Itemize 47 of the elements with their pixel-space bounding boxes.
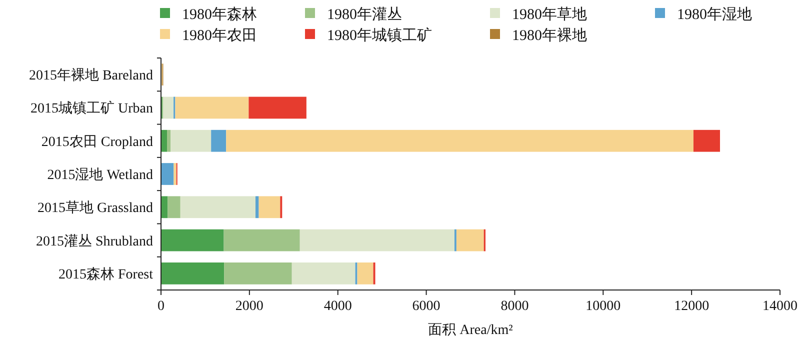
- x-tick-label: 8000: [500, 299, 529, 314]
- bar: [226, 130, 694, 152]
- bar: [258, 196, 280, 218]
- legend-label: 1980年湿地: [677, 6, 752, 23]
- bar: [174, 163, 176, 185]
- y-tick-label: 2015城镇工矿 Urban: [30, 100, 153, 117]
- bar: [255, 196, 259, 218]
- bar: [163, 96, 174, 119]
- legend-label: 1980年农田: [182, 27, 257, 44]
- y-tick-label: 2015灌丛 Shrubland: [36, 233, 153, 250]
- x-tick-label: 2000: [235, 299, 264, 314]
- bar: [456, 229, 484, 252]
- bar: [224, 262, 292, 284]
- bar: [175, 96, 249, 119]
- bar: [180, 196, 256, 218]
- bar: [211, 130, 226, 152]
- bar: [161, 262, 224, 284]
- y-tick-label: 2015湿地 Wetland: [47, 167, 153, 183]
- legend-label: 1980年草地: [512, 6, 587, 23]
- bar: [161, 163, 174, 185]
- bar: [693, 130, 720, 152]
- bar: [161, 196, 168, 218]
- y-tick-label: 2015年裸地 Bareland: [28, 68, 153, 84]
- legend-label: 1980年城镇工矿: [327, 27, 432, 44]
- bar: [161, 229, 224, 252]
- bar: [292, 262, 356, 284]
- bar: [224, 229, 300, 252]
- bar: [168, 196, 180, 218]
- x-tick-label: 4000: [324, 299, 352, 314]
- bar: [167, 130, 171, 152]
- bar: [248, 96, 306, 119]
- x-tick-label: 10000: [586, 299, 621, 314]
- y-tick-label: 2015森林 Forest: [58, 266, 154, 282]
- x-tick-label: 12000: [674, 299, 710, 314]
- bar: [170, 130, 212, 152]
- y-tick-label: 2015农田 Cropland: [41, 134, 153, 150]
- y-tick-label: 2015草地 Grassland: [38, 200, 153, 216]
- bar: [357, 262, 374, 284]
- bar: [300, 229, 454, 252]
- legend-label: 1980年裸地: [512, 27, 587, 44]
- legend-label: 1980年灌丛: [327, 6, 402, 23]
- x-tick-label: 6000: [412, 299, 440, 314]
- x-tick-label: 0: [158, 299, 164, 314]
- x-axis-title: 面积 Area/km²: [428, 323, 513, 337]
- legend-label: 1980年森林: [182, 6, 257, 23]
- bar: [161, 130, 168, 152]
- x-tick-label: 14000: [762, 299, 798, 314]
